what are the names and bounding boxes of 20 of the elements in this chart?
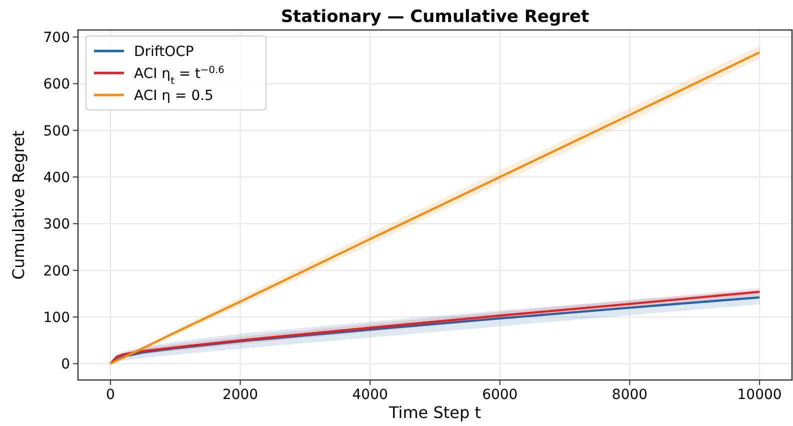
legend-label: DriftOCP [134,44,194,60]
legend-label: ACI η = 0.5 [134,88,214,104]
legend-label: ACI η$_{t}$ = t$^{−0.6}$ [134,64,224,86]
x-tick-label: 6000 [482,387,518,403]
x-tick-label: 8000 [612,387,648,403]
y-tick-label: 600 [43,76,70,93]
x-tick-label: 10000 [737,387,782,403]
y-tick-label: 300 [43,216,70,233]
x-tick-label: 0 [106,387,115,403]
y-axis-title: Cumulative Regret [9,130,28,280]
x-tick-label: 2000 [222,387,258,403]
y-tick-label: 400 [43,170,70,186]
chart-title: Stationary — Cumulative Regret [280,7,590,27]
y-tick-label: 700 [43,30,70,46]
y-tick-label: 200 [43,263,70,280]
y-tick-label: 0 [61,356,70,373]
x-axis-title: Time Step t [388,403,482,422]
y-tick-label: 100 [43,310,70,326]
x-tick-label: 4000 [352,387,388,403]
y-tick-label: 500 [43,123,70,140]
